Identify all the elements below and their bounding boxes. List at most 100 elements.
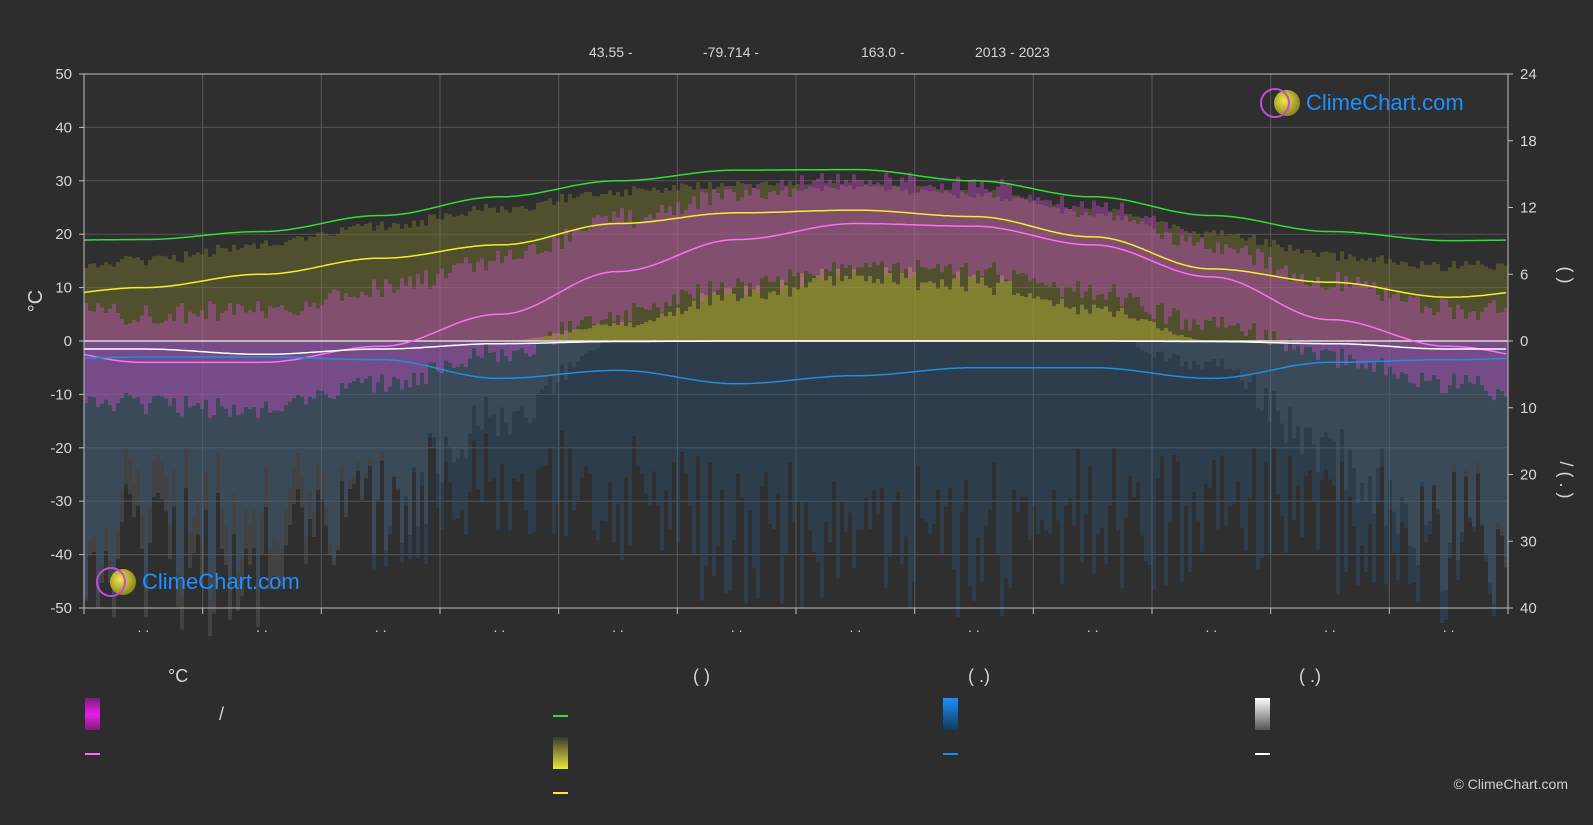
sunshine-bar — [416, 226, 420, 341]
sunshine-bar — [1120, 220, 1124, 341]
sunshine-bar — [980, 196, 984, 341]
sunshine-bar-strong — [660, 313, 664, 341]
snow-bar — [1404, 341, 1408, 504]
sunshine-bar — [536, 202, 540, 341]
rain-bar — [1220, 341, 1224, 456]
rain-bar — [1332, 341, 1336, 485]
temp-range-bar — [900, 177, 904, 273]
sunshine-bar-strong — [964, 291, 968, 341]
temp-range-bar — [388, 284, 392, 387]
rain-bar — [436, 341, 440, 509]
rain-bar — [828, 341, 832, 544]
sunshine-bar — [920, 189, 924, 341]
sunshine-bar — [1384, 263, 1388, 341]
rain-bar — [236, 341, 240, 573]
sunshine-bar — [872, 184, 876, 341]
temp-range-bar — [1284, 265, 1288, 352]
temp-range-bar — [88, 310, 92, 397]
sunshine-bar — [996, 196, 1000, 341]
rain-bar — [1076, 341, 1080, 449]
rain-bar — [800, 341, 804, 609]
sunshine-bar — [532, 209, 536, 341]
temp-range-bar — [1184, 241, 1188, 320]
sunshine-bar — [632, 186, 636, 341]
sunshine-bar — [564, 202, 568, 341]
sunshine-bar — [1056, 208, 1060, 341]
temp-range-bar — [352, 296, 356, 382]
sunshine-bar — [784, 187, 788, 341]
rain-bar — [176, 341, 180, 573]
snow-bar — [464, 341, 468, 459]
snow-bar — [1428, 341, 1432, 522]
sunshine-bar — [1428, 264, 1432, 341]
temp-range-bar — [232, 314, 236, 405]
sunshine-bar — [1376, 257, 1380, 341]
rain-bar — [320, 341, 324, 476]
logo-bottom-left[interactable]: ClimeChart.com — [96, 567, 300, 597]
temp-range-bar — [1276, 269, 1280, 340]
y-tick-label-right-mm: 20 — [1520, 467, 1537, 484]
temp-range-bar — [1240, 248, 1244, 332]
sunshine-bar — [84, 267, 88, 341]
rain-bar — [136, 341, 140, 470]
sunshine-bar-strong — [904, 277, 908, 341]
sunshine-bar — [400, 228, 404, 341]
rain-bar — [896, 341, 900, 492]
temp-range-bar — [384, 279, 388, 392]
sunshine-bar-strong — [1124, 314, 1128, 341]
temp-range-bar — [172, 321, 176, 399]
sunshine-bar — [836, 190, 840, 341]
rain-bar — [648, 341, 652, 506]
sunshine-bar — [1092, 216, 1096, 341]
rain-bar — [1028, 341, 1032, 540]
sunshine-bar — [676, 190, 680, 341]
rain-bar — [1380, 341, 1384, 468]
x-tick-label: . . — [1087, 619, 1099, 635]
rain-bar — [560, 341, 564, 431]
sunshine-bar-strong — [724, 288, 728, 341]
sunshine-bar — [640, 188, 644, 341]
snow-bar — [128, 341, 132, 494]
snow-bar — [204, 341, 208, 510]
sunshine-bar — [1332, 252, 1336, 341]
sunshine-bar-strong — [860, 275, 864, 341]
temp-range-bar — [240, 305, 244, 414]
sunshine-bar — [256, 248, 260, 341]
rain-bar — [332, 341, 336, 560]
rain-bar — [880, 341, 884, 488]
sunshine-bar — [1236, 233, 1240, 341]
rain-bar — [708, 341, 712, 463]
snow-bar — [104, 341, 108, 551]
sunshine-bar — [808, 186, 812, 341]
temp-range-bar — [916, 192, 920, 260]
temp-range-bar — [500, 263, 504, 350]
snow-bar — [1164, 341, 1168, 362]
sunshine-bar — [360, 226, 364, 341]
snow-bar — [1344, 341, 1348, 491]
temp-range-bar — [648, 214, 652, 311]
temp-range-bar — [1204, 249, 1208, 321]
x-tick-label: . . — [968, 619, 980, 635]
sunshine-bar-strong — [1164, 327, 1168, 341]
temp-range-bar — [676, 202, 680, 305]
sunshine-bar — [380, 221, 384, 341]
sunshine-bar — [1420, 261, 1424, 341]
temp-range-bar — [1000, 179, 1004, 284]
rain-bar — [248, 341, 252, 525]
rain-bar — [948, 341, 952, 489]
logo-top-right[interactable]: ClimeChart.com — [1260, 88, 1464, 118]
snow-bar — [284, 341, 288, 546]
sunshine-bar — [860, 186, 864, 341]
temp-range-bar — [340, 300, 344, 384]
snow-bar — [1476, 341, 1480, 474]
sunshine-bar — [160, 255, 164, 341]
rain-bar — [1384, 341, 1388, 585]
sunshine-bar — [1172, 224, 1176, 341]
temp-range-bar — [160, 322, 164, 397]
snow-bar — [1304, 341, 1308, 428]
snow-bar — [1364, 341, 1368, 502]
temp-range-bar — [1068, 209, 1072, 288]
sunshine-bar-strong — [780, 279, 784, 341]
sunshine-bar — [196, 252, 200, 341]
snow-bar — [1160, 341, 1164, 352]
